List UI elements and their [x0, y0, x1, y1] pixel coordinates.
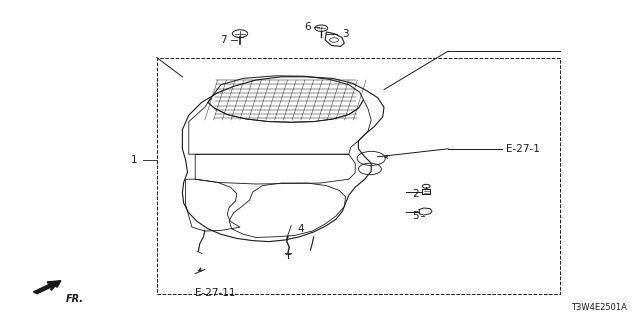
Text: 4: 4	[298, 224, 304, 234]
Text: 6: 6	[304, 22, 310, 32]
Bar	[157, 58, 560, 294]
Text: T3W4E2501A: T3W4E2501A	[572, 303, 627, 312]
Text: 2: 2	[413, 188, 419, 199]
Text: 5: 5	[413, 211, 419, 221]
Text: FR.: FR.	[66, 294, 84, 304]
FancyArrow shape	[33, 281, 61, 294]
Text: E-27-1: E-27-1	[506, 144, 540, 154]
Text: E-27-11: E-27-11	[195, 288, 236, 298]
Text: 7: 7	[221, 35, 227, 45]
Text: 1: 1	[131, 155, 138, 165]
Text: 3: 3	[342, 28, 349, 39]
